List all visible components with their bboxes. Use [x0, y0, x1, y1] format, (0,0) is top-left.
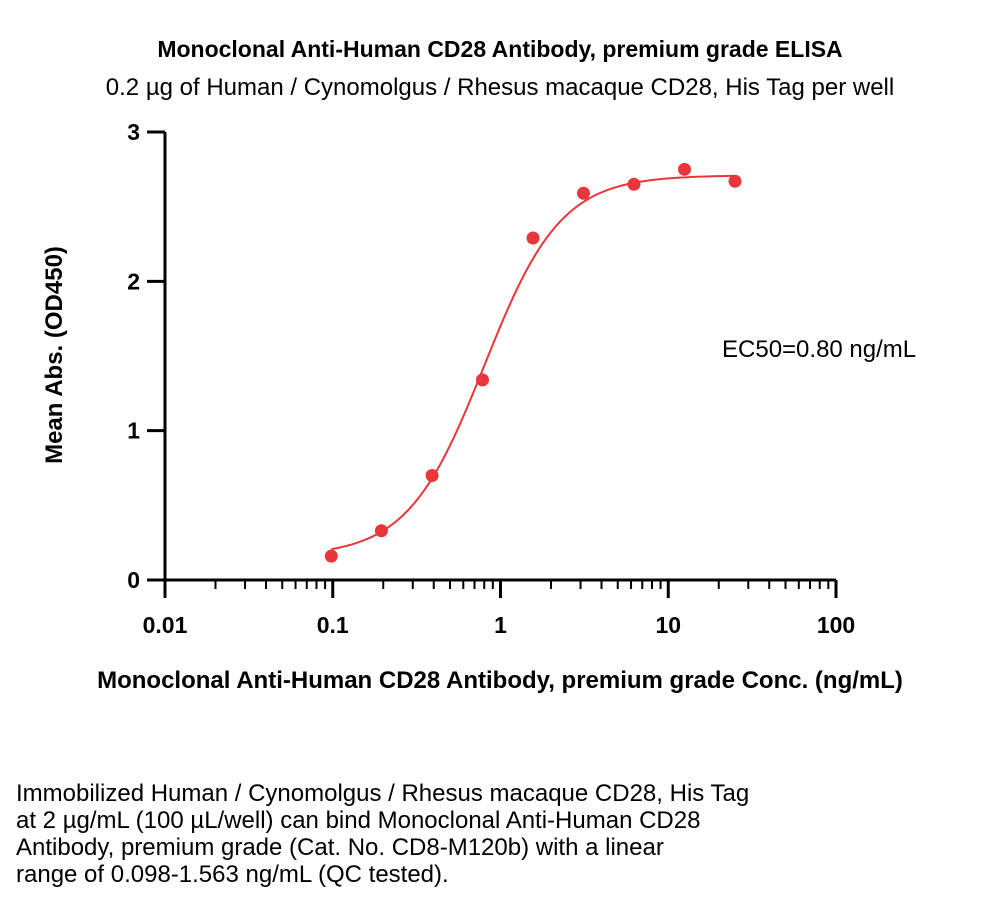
- x-axis-label: Monoclonal Anti-Human CD28 Antibody, pre…: [97, 667, 903, 694]
- y-tick-label: 3: [127, 119, 140, 145]
- fit-curve: [331, 174, 736, 551]
- y-tick-label: 2: [127, 268, 140, 294]
- x-tick-label: 100: [817, 612, 855, 638]
- x-tick-label: 10: [655, 612, 681, 638]
- data-points-layer: [324, 162, 742, 563]
- fit-curve-layer: [331, 174, 736, 551]
- caption-line: Immobilized Human / Cynomolgus / Rhesus …: [16, 780, 750, 807]
- ec50-annotation: EC50=0.80 ng/mL: [722, 336, 916, 363]
- chart-subtitle: 0.2 µg of Human / Cynomolgus / Rhesus ma…: [105, 74, 895, 101]
- data-point: [627, 177, 641, 191]
- data-point: [425, 468, 439, 482]
- axes: 0 1 2 3 0.01 0.1 1 10 100: [127, 119, 855, 638]
- caption: Immobilized Human / Cynomolgus / Rhesus …: [16, 780, 916, 888]
- data-point: [374, 524, 388, 538]
- y-axis-label: Mean Abs. (OD450): [41, 246, 68, 464]
- x-tick-label: 0.1: [317, 612, 349, 638]
- x-tick-label: 1: [494, 612, 507, 638]
- caption-line: Antibody, premium grade (Cat. No. CD8-M1…: [16, 834, 664, 861]
- caption-line: range of 0.098-1.563 ng/mL (QC tested).: [16, 861, 449, 888]
- data-point: [324, 549, 338, 563]
- chart-title: Monoclonal Anti-Human CD28 Antibody, pre…: [157, 36, 843, 62]
- caption-line: at 2 µg/mL (100 µL/well) can bind Monocl…: [16, 807, 701, 834]
- y-tick-label: 1: [127, 418, 140, 444]
- data-point: [526, 231, 540, 245]
- x-tick-label: 0.01: [143, 612, 188, 638]
- data-point: [577, 186, 591, 200]
- data-point: [475, 373, 489, 387]
- data-point: [728, 174, 742, 188]
- y-tick-label: 0: [127, 567, 140, 593]
- data-point: [678, 162, 692, 176]
